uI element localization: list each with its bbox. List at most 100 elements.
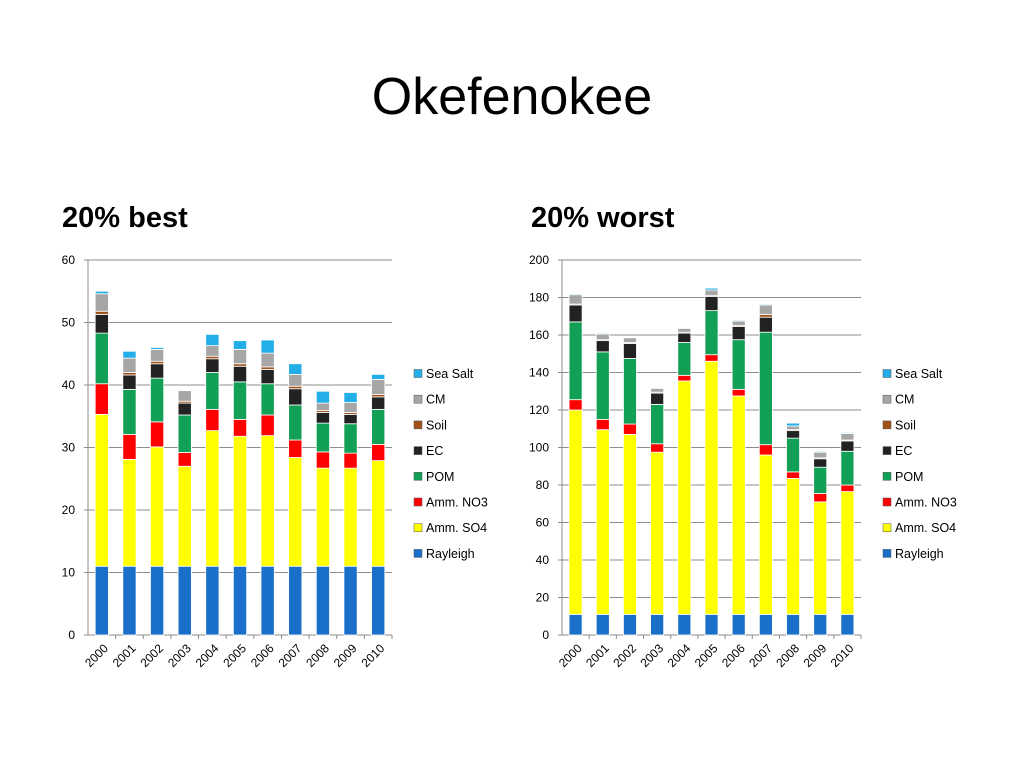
legend-swatch-ec xyxy=(413,446,423,455)
legend-label-ec: EC xyxy=(426,444,443,458)
bar-2002-sea-salt xyxy=(150,347,165,350)
legend-label-pom: POM xyxy=(426,470,454,484)
legend-swatch-soil xyxy=(413,420,423,430)
bar-2008-rayleigh xyxy=(786,613,800,636)
bar-2010-sea-salt xyxy=(840,432,855,434)
bar-2006-cm xyxy=(731,320,746,327)
bar-2007-rayleigh xyxy=(758,613,773,636)
bar-2009-sea-salt xyxy=(813,450,828,453)
legend-label-amm-so4: Amm. SO4 xyxy=(895,521,956,535)
bar-2007-pom xyxy=(758,331,773,446)
x-tick-label-2009: 2009 xyxy=(801,641,830,670)
legend-swatch-sea-salt xyxy=(882,369,892,378)
legend-label-soil: Soil xyxy=(426,418,447,432)
bar-2010-pom xyxy=(840,450,855,486)
y-tick-label-30: 30 xyxy=(62,441,76,455)
bar-2001-ec xyxy=(595,340,610,353)
bar-2000-sea-salt xyxy=(94,290,109,295)
bar-2005-sea-salt xyxy=(232,340,248,350)
y-tick-label-180: 180 xyxy=(529,291,549,305)
y-tick-label-100: 100 xyxy=(529,441,549,455)
legend-swatch-pom xyxy=(882,472,892,481)
bar-2009-sea-salt xyxy=(343,392,358,403)
legend-label-cm: CM xyxy=(895,393,914,407)
y-tick-label-60: 60 xyxy=(62,253,76,267)
y-tick-label-200: 200 xyxy=(529,253,549,267)
bar-2000-ec xyxy=(568,304,583,323)
bar-2000-amm-so4 xyxy=(568,409,583,615)
chart-title-best: 20% best xyxy=(62,202,188,234)
legend-label-amm-so4: Amm. SO4 xyxy=(426,521,487,535)
x-tick-label-2001: 2001 xyxy=(583,641,612,670)
y-tick-label-10: 10 xyxy=(62,566,76,580)
legend-swatch-amm-so4 xyxy=(413,523,423,532)
bar-2004-ec xyxy=(677,332,692,343)
legend-swatch-ec xyxy=(882,446,892,455)
legend-label-ec: EC xyxy=(895,444,912,458)
bar-2000-amm-no3 xyxy=(568,399,583,411)
legend-label-pom: POM xyxy=(895,470,923,484)
legend-label-amm-no3: Amm. NO3 xyxy=(895,496,957,510)
legend-swatch-amm-no3 xyxy=(413,497,423,507)
x-tick-label-2007: 2007 xyxy=(746,641,775,670)
bar-2009-rayleigh xyxy=(813,613,828,636)
bar-2007-sea-salt xyxy=(758,303,773,306)
legend-label-soil: Soil xyxy=(895,418,916,432)
bar-2005-sea-salt xyxy=(704,287,719,291)
bar-2010-ec xyxy=(840,440,855,452)
bar-2002-amm-no3 xyxy=(623,423,637,435)
slide-title: Okefenokee xyxy=(371,68,653,126)
bar-2008-pom xyxy=(786,437,800,473)
legend-label-sea-salt: Sea Salt xyxy=(895,367,943,381)
legend-swatch-cm xyxy=(882,394,892,404)
x-tick-label-2003: 2003 xyxy=(637,641,666,670)
bar-2005-ec xyxy=(704,296,719,312)
bar-2006-sea-salt xyxy=(260,339,275,354)
bar-2002-ec xyxy=(623,343,637,359)
bar-2007-sea-salt xyxy=(288,363,303,375)
bar-2006-pom xyxy=(731,339,746,390)
bar-2010-amm-no3 xyxy=(840,484,855,492)
bar-2006-amm-so4 xyxy=(731,395,746,615)
bar-2005-rayleigh xyxy=(704,613,719,636)
legend-label-sea-salt: Sea Salt xyxy=(426,367,474,381)
bar-2004-cm xyxy=(677,328,692,333)
bar-2003-cm xyxy=(650,388,665,393)
bar-2004-rayleigh xyxy=(677,613,692,636)
legend-label-rayleigh: Rayleigh xyxy=(895,547,944,561)
bar-2005-cm xyxy=(704,289,719,297)
legend-swatch-rayleigh xyxy=(413,549,423,558)
bar-2006-rayleigh xyxy=(731,613,746,636)
bar-2005-amm-no3 xyxy=(704,354,719,362)
bar-2000-sea-salt xyxy=(568,293,583,296)
bar-2006-amm-no3 xyxy=(731,388,746,397)
bar-2003-pom xyxy=(650,403,665,445)
bar-2008-cm xyxy=(786,425,800,431)
bar-2009-amm-no3 xyxy=(813,493,828,503)
bar-2001-cm xyxy=(595,333,610,341)
bar-2002-pom xyxy=(623,358,637,425)
legend-swatch-rayleigh xyxy=(882,549,892,558)
x-tick-label-2000: 2000 xyxy=(556,641,585,670)
bar-2001-sea-salt xyxy=(595,332,610,335)
bar-2001-amm-no3 xyxy=(595,418,610,431)
legend-swatch-amm-no3 xyxy=(882,497,892,507)
x-tick-label-2005: 2005 xyxy=(692,641,721,670)
bar-2009-ec xyxy=(813,458,828,468)
bar-2001-amm-so4 xyxy=(595,429,610,615)
bar-2002-rayleigh xyxy=(623,613,637,636)
y-tick-label-40: 40 xyxy=(536,553,550,567)
bar-2003-rayleigh xyxy=(650,613,665,636)
bar-2003-sea-salt xyxy=(177,389,192,392)
bar-2009-pom xyxy=(813,466,828,494)
legend-swatch-amm-so4 xyxy=(882,523,892,532)
y-tick-label-0: 0 xyxy=(542,628,549,642)
x-tick-label-2008: 2008 xyxy=(773,641,802,670)
legend-label-rayleigh: Rayleigh xyxy=(426,547,475,561)
bar-2010-cm xyxy=(840,433,855,441)
y-tick-label-20: 20 xyxy=(536,591,550,605)
bar-2005-pom xyxy=(704,310,719,356)
bar-2007-amm-no3 xyxy=(758,444,773,456)
bar-2002-cm xyxy=(623,337,637,343)
